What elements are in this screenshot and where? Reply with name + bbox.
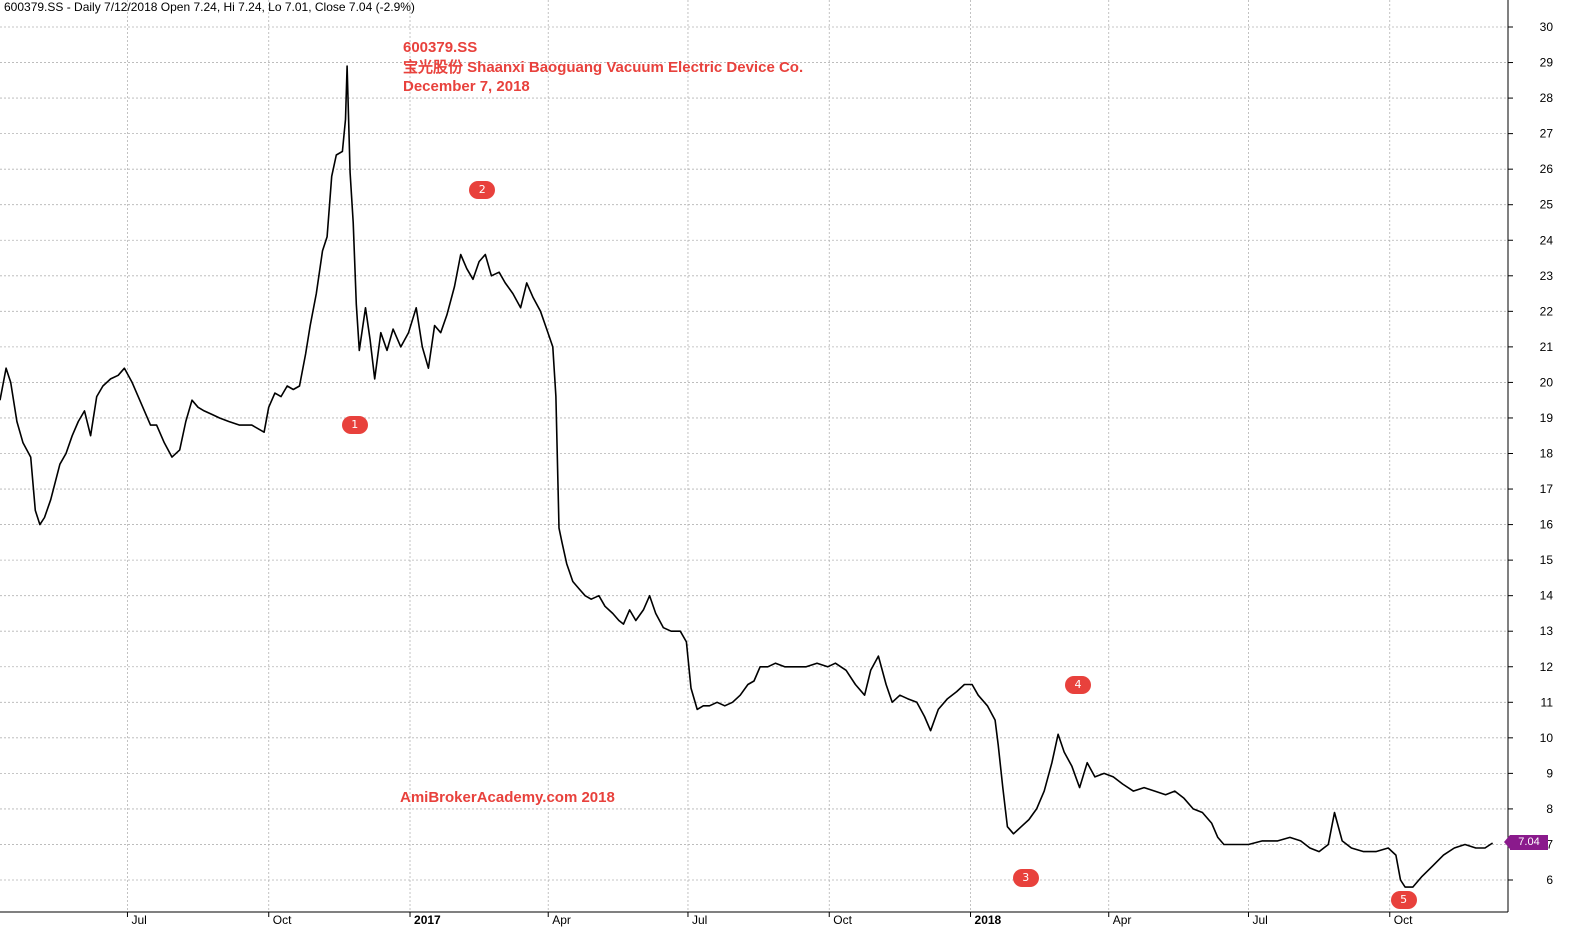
price-line <box>0 65 1494 888</box>
annotation-date: December 7, 2018 <box>403 78 530 95</box>
x-tick-label: Apr <box>1113 913 1132 927</box>
grid-lines <box>0 0 1508 912</box>
y-tick-label: 16 <box>1540 518 1554 532</box>
y-tick-label: 14 <box>1540 589 1554 603</box>
y-tick-label: 29 <box>1540 56 1554 70</box>
y-tick-label: 27 <box>1540 127 1554 141</box>
y-axis-ticks: 6 7 8 9 10 11 12 13 14 15 16 17 18 19 20 21 22 23 24 25 26 27… <box>1508 20 1553 887</box>
y-tick-label: 17 <box>1540 482 1554 496</box>
y-tick-label: 12 <box>1540 660 1554 674</box>
axes <box>0 0 1509 913</box>
y-tick-label: 13 <box>1540 624 1554 638</box>
y-tick-label: 19 <box>1540 411 1554 425</box>
y-tick-label: 7 <box>1546 837 1553 851</box>
last-price-tag: 7.04 <box>1504 835 1548 850</box>
price-series <box>0 65 1494 888</box>
wave-marker-3: 3 <box>1012 869 1039 888</box>
y-tick-label: 24 <box>1540 233 1554 247</box>
x-tick-label: Oct <box>273 913 292 927</box>
y-tick-label: 30 <box>1540 20 1554 34</box>
y-tick-label: 20 <box>1540 375 1554 389</box>
x-tick-label: Jul <box>692 913 707 927</box>
annotation-ticker: 600379.SS <box>403 39 478 56</box>
y-tick-label: 28 <box>1540 91 1554 105</box>
y-tick-label: 25 <box>1540 198 1554 212</box>
y-tick-label: 18 <box>1540 447 1554 461</box>
y-tick-label: 6 <box>1546 873 1553 887</box>
wave-marker-4: 4 <box>1065 675 1092 694</box>
y-tick-label: 10 <box>1540 731 1554 745</box>
y-tick-label: 15 <box>1540 553 1554 567</box>
x-tick-label: 2017 <box>414 913 441 927</box>
y-tick-label: 26 <box>1540 162 1554 176</box>
x-tick-label: Oct <box>1394 913 1413 927</box>
x-axis-ticks: Jul Oct 2017 Apr Jul Oct 2018 Apr Jul Oct <box>126 912 1413 927</box>
y-tick-label: 22 <box>1540 304 1554 318</box>
y-tick-label: 23 <box>1540 269 1554 283</box>
x-tick-label: Apr <box>552 913 571 927</box>
x-tick-label: Oct <box>833 913 852 927</box>
chart-header: 600379.SS - Daily 7/12/2018 Open 7.24, H… <box>4 0 415 14</box>
y-tick-label: 11 <box>1541 695 1554 709</box>
y-tick-label: 8 <box>1546 802 1553 816</box>
x-tick-label: Jul <box>131 913 146 927</box>
y-tick-label: 9 <box>1546 766 1553 780</box>
annotation-watermark: AmiBrokerAcademy.com 2018 <box>400 789 615 806</box>
wave-marker-5: 5 <box>1390 890 1417 909</box>
x-tick-label: Jul <box>1252 913 1267 927</box>
y-tick-label: 21 <box>1540 340 1554 354</box>
x-tick-label: 2018 <box>975 913 1002 927</box>
annotation-company: 宝光股份 Shaanxi Baoguang Vacuum Electric De… <box>403 59 804 76</box>
wave-marker-1: 1 <box>341 416 368 435</box>
wave-marker-2: 2 <box>469 181 496 200</box>
